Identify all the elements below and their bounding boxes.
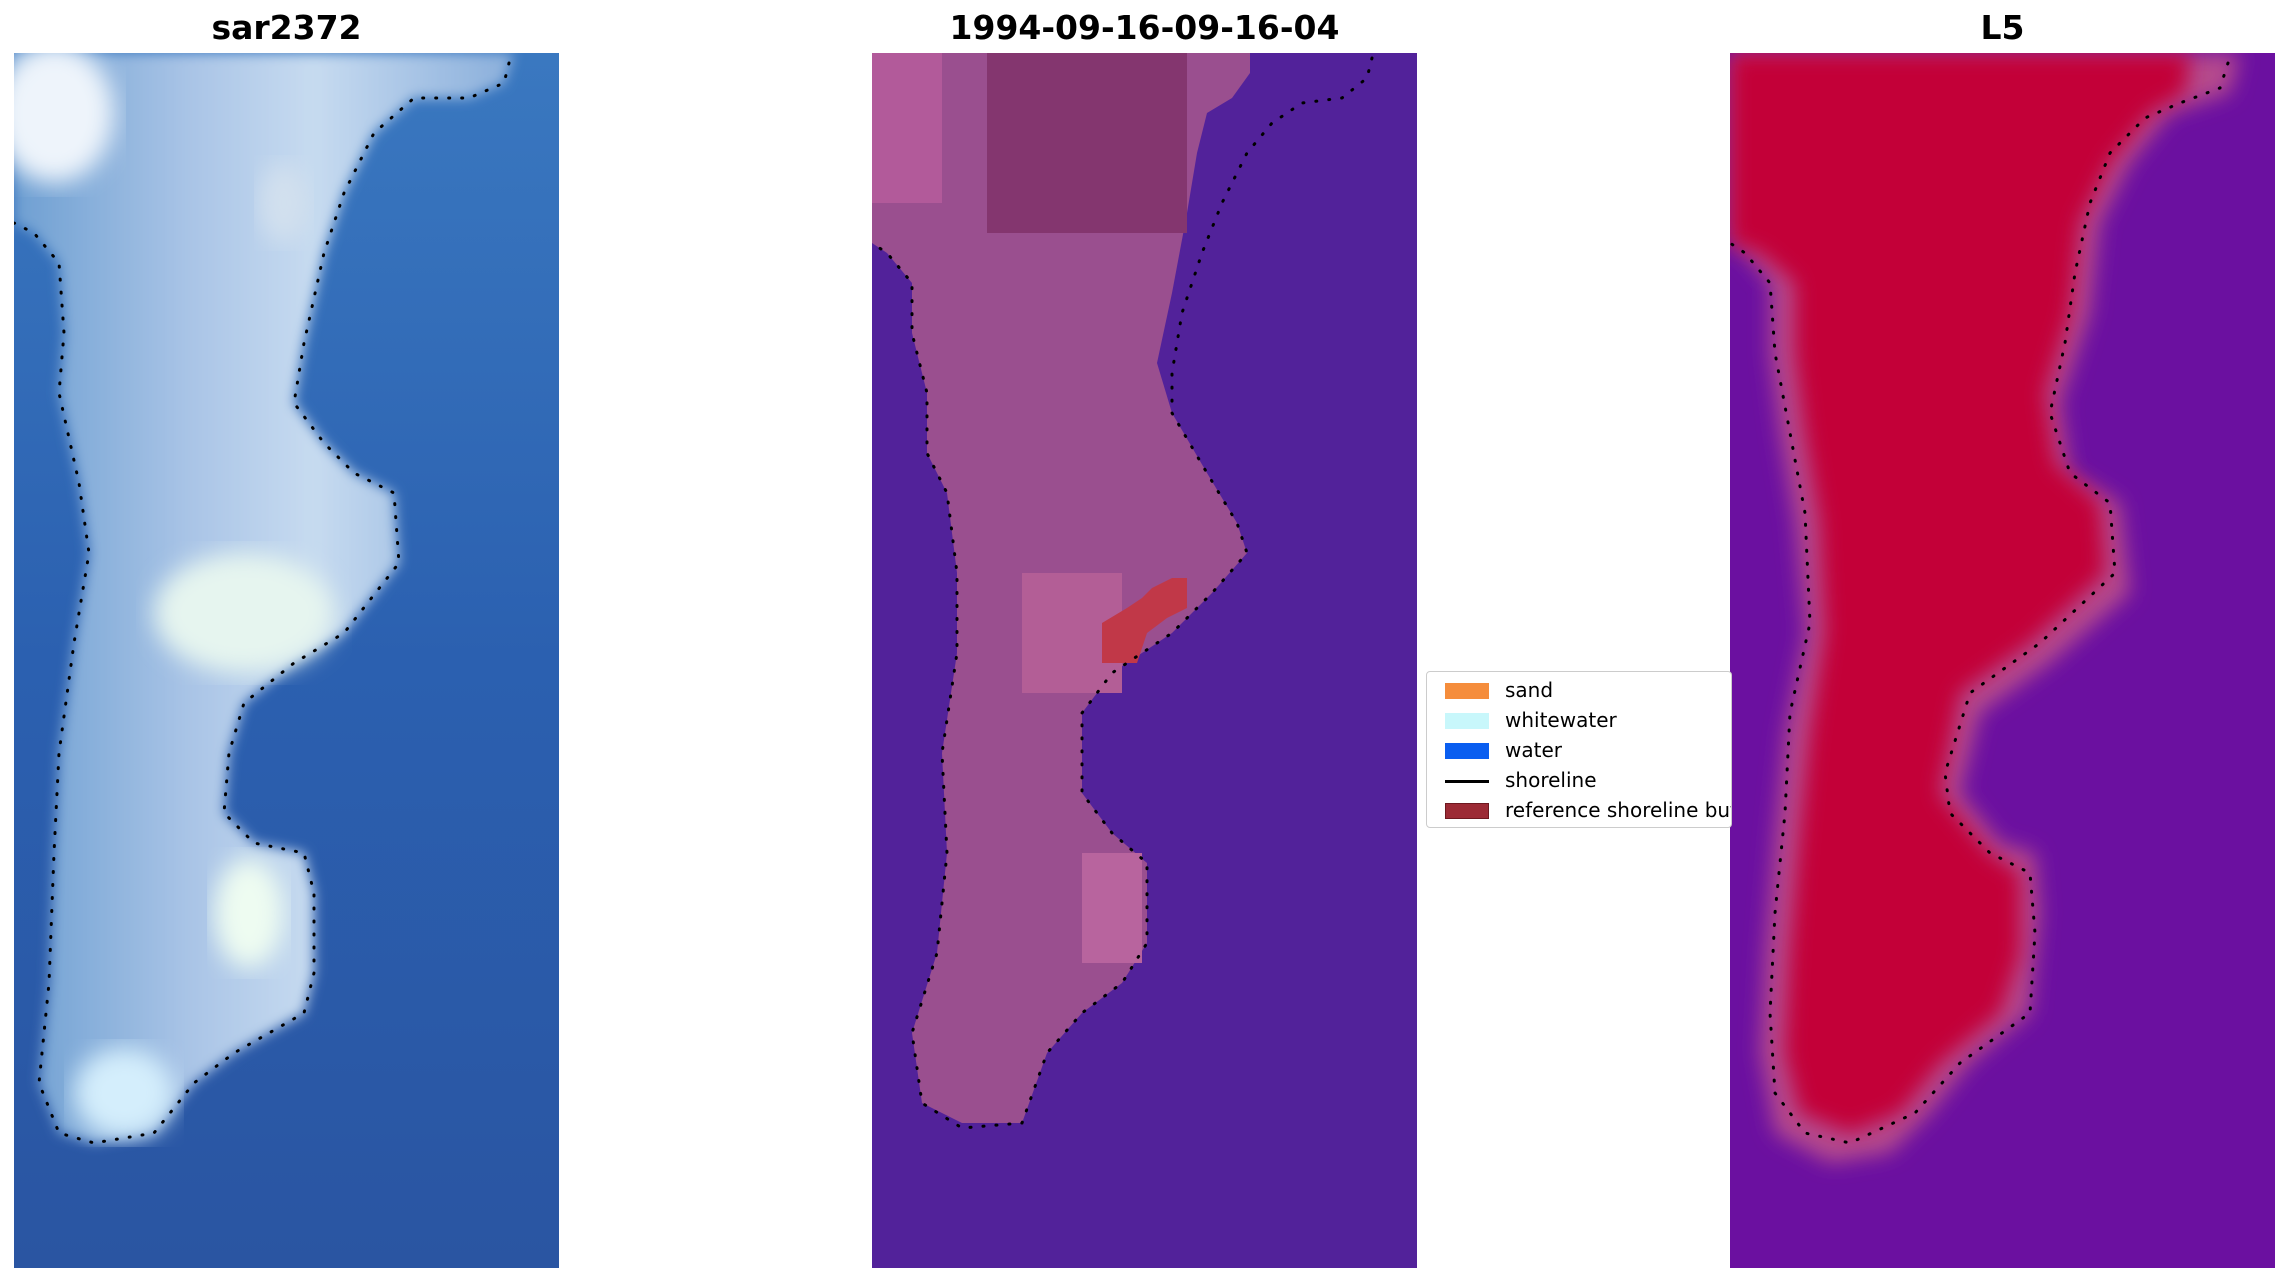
index-high-area [1730, 53, 2190, 1133]
whitewater-low [214, 858, 284, 968]
legend-line-shoreline [1445, 780, 1489, 783]
whitewater-mid [154, 553, 334, 673]
class-land-dark-top [987, 53, 1187, 233]
legend-swatch-reference-buffer [1445, 803, 1489, 819]
class-buffer [1102, 578, 1187, 663]
legend-label-water: water [1505, 738, 1562, 762]
whitewater-upper [259, 163, 309, 243]
legend-label-reference-buffer: reference shoreline buffer [1505, 798, 1731, 822]
class-shoreline [872, 56, 1374, 1130]
legend-label-shoreline: shoreline [1505, 768, 1597, 792]
panel-title-rgb: sar2372 [211, 8, 362, 47]
class-land-light-low [1082, 853, 1142, 963]
classification-panel [872, 53, 1417, 1268]
rgb-image [14, 53, 559, 1268]
legend-label-sand: sand [1505, 678, 1554, 702]
class-land-light-topleft [872, 53, 942, 203]
index-image [1730, 53, 2275, 1268]
legend: sand whitewater water shoreline referenc… [1426, 671, 1732, 828]
index-panel [1730, 53, 2275, 1268]
legend-swatch-sand [1445, 683, 1489, 699]
panel-title-index: L5 [1980, 8, 2025, 47]
rgb-image-panel [14, 53, 559, 1268]
classification-image [872, 53, 1417, 1268]
legend-swatch-water [1445, 743, 1489, 759]
whitewater-bottom [74, 1048, 174, 1138]
panel-title-classification: 1994-09-16-09-16-04 [949, 8, 1340, 47]
legend-swatch-whitewater [1445, 713, 1489, 729]
sand-bright-top [14, 53, 114, 183]
index-shoreline [1730, 61, 2230, 1145]
legend-label-whitewater: whitewater [1505, 708, 1617, 732]
